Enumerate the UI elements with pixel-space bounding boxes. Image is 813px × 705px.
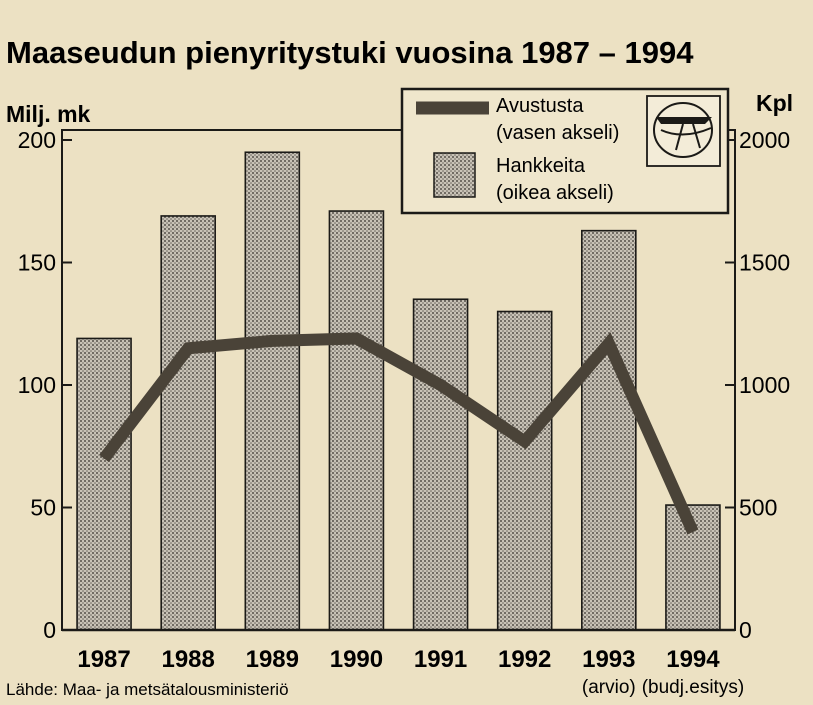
legend: Avustusta (vasen akseli) Hankkeita (oike…: [400, 87, 730, 215]
bar-1991: [412, 298, 469, 631]
category-labels: 1987 1988 1989 1990 1991 1992 1993 (arvio) 1994 (…: [77, 646, 744, 698]
line-point-1993: [608, 342, 610, 344]
bar-1993: [581, 229, 637, 631]
source-note: Lähde: Maa- ja metsätalousministeriö: [6, 680, 289, 699]
right-tick-label: 0: [739, 617, 752, 643]
legend-note-avustusta: (vasen akseli): [496, 122, 619, 144]
line-point-1991: [440, 384, 442, 386]
left-tick-label: 50: [30, 495, 56, 521]
left-tick-label: 150: [18, 250, 56, 276]
right-axis-label: Kpl: [756, 90, 793, 116]
line-point-1988: [187, 347, 189, 349]
bar-1992: [496, 310, 553, 631]
category-label-1994: 1994: [666, 646, 720, 673]
chart-title: Maaseudun pienyritystuki vuosina 1987 – …: [6, 35, 694, 70]
right-axis-ticks: 0 500 1000 1500 2000: [725, 127, 790, 643]
category-label-1988: 1988: [161, 646, 214, 673]
legend-bar-swatch: [433, 152, 476, 198]
line-point-1987: [103, 458, 105, 459]
category-label-1991: 1991: [414, 646, 467, 673]
line-point-1990: [355, 337, 357, 339]
bar-1988: [160, 215, 216, 631]
category-label-1989: 1989: [246, 646, 299, 673]
category-label-1993: 1993: [582, 646, 635, 673]
bar-1990: [328, 210, 385, 631]
right-tick-label: 2000: [739, 127, 790, 153]
right-tick-label: 1500: [739, 250, 790, 276]
line-point-1992: [524, 440, 526, 442]
line-point-1994: [692, 531, 694, 533]
line-points: [103, 337, 694, 533]
legend-label-hankkeita: Hankkeita: [496, 155, 586, 177]
right-tick-label: 500: [739, 495, 777, 521]
category-label-1990: 1990: [330, 646, 383, 673]
left-tick-label: 100: [18, 372, 56, 398]
category-note-1993: (arvio): [582, 677, 636, 698]
category-note-1994: (budj.esitys): [642, 677, 744, 698]
category-label-1987: 1987: [77, 646, 130, 673]
right-tick-label: 1000: [739, 372, 790, 398]
legend-note-hankkeita: (oikea akseli): [496, 182, 614, 204]
line-series-avustusta: [99, 332, 699, 535]
legend-label-avustusta: Avustusta: [496, 95, 584, 117]
bar-series-hankkeita: [76, 151, 721, 631]
left-axis-ticks: 0 50 100 150 200: [18, 127, 72, 643]
line-point-1989: [271, 340, 273, 342]
ministry-logo: [646, 95, 721, 167]
left-tick-label: 0: [43, 617, 56, 643]
category-label-1992: 1992: [498, 646, 551, 673]
left-tick-label: 200: [18, 127, 56, 153]
left-axis-label: Milj. mk: [6, 101, 91, 127]
bar-1987: [76, 337, 132, 631]
bar-1989: [244, 151, 301, 631]
